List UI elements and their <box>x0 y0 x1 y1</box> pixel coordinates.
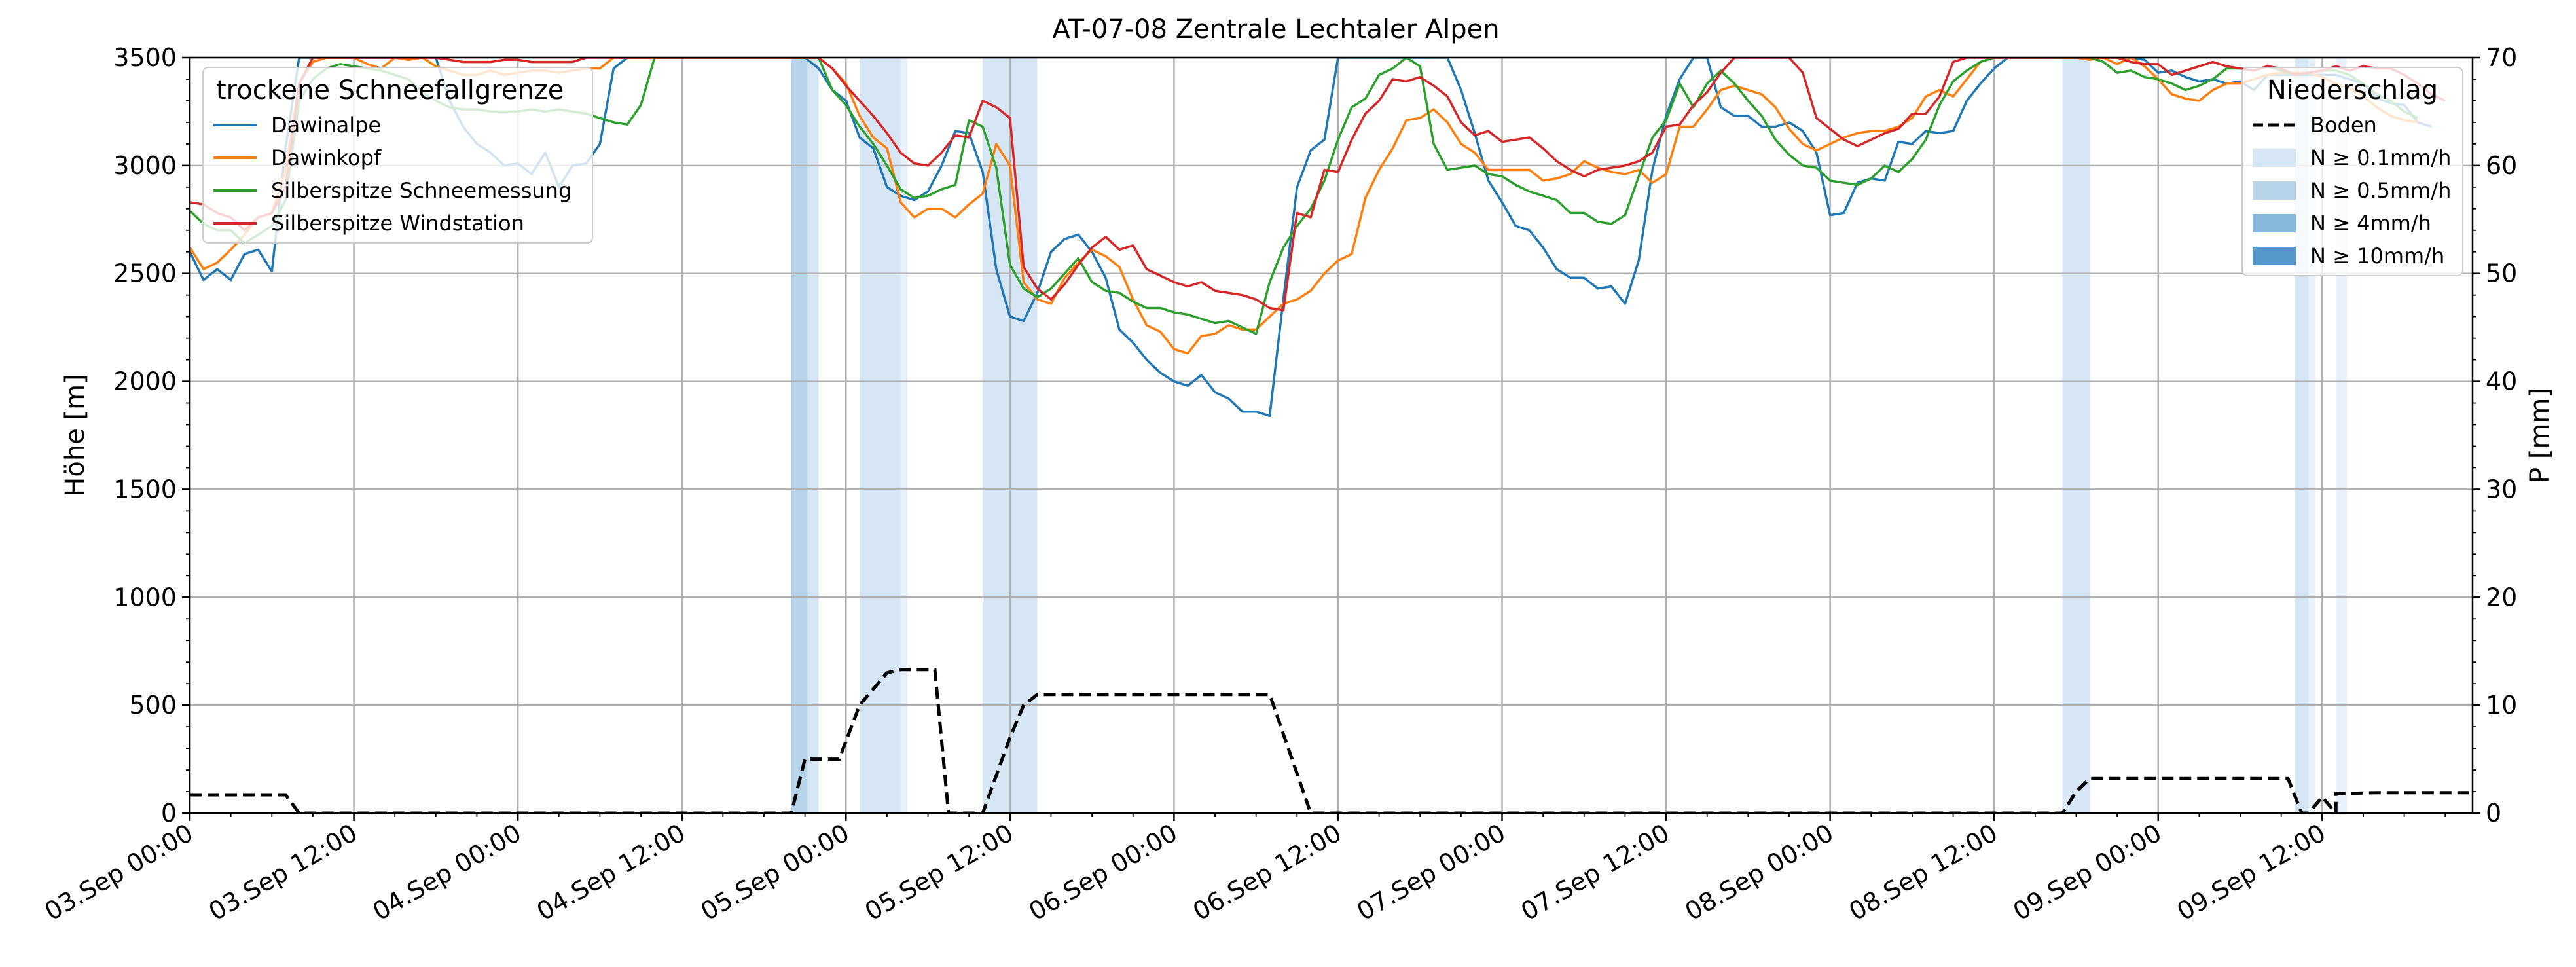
y-tick-label-left: 3000 <box>113 151 177 180</box>
y-tick-label-left: 2500 <box>113 259 177 288</box>
y-tick-label-right: 70 <box>2486 43 2517 72</box>
y-tick-label-right: 10 <box>2486 691 2517 720</box>
legend-label: Silberspitze Windstation <box>271 211 524 236</box>
chart-title: AT-07-08 Zentrale Lechtaler Alpen <box>1052 14 1499 45</box>
legend-swatch <box>2253 247 2296 265</box>
precip-band-5 <box>2062 58 2090 813</box>
x-tick-label: 08.Sep 12:00 <box>1844 818 2003 926</box>
legend-swatch <box>2253 181 2296 200</box>
x-tick-label: 09.Sep 00:00 <box>2008 818 2167 926</box>
legend-label: Dawinalpe <box>271 113 381 137</box>
precip-band-2 <box>860 58 901 813</box>
precip-band-1 <box>807 58 819 813</box>
x-tick-label: 08.Sep 00:00 <box>1680 818 1838 926</box>
y-tick-label-left: 2000 <box>113 367 177 396</box>
precip-band-0 <box>791 58 808 813</box>
y-axis-label-left: Höhe [m] <box>60 374 90 496</box>
y-tick-label-right: 30 <box>2486 475 2517 503</box>
legend-left-box <box>202 67 593 244</box>
x-tick-label: 09.Sep 12:00 <box>2172 818 2331 926</box>
y-tick-label-left: 1000 <box>113 583 177 611</box>
legend-label: N ≥ 10mm/h <box>2310 244 2444 268</box>
legend-right-title: Niederschlag <box>2267 75 2438 105</box>
legend-swatch <box>2253 149 2296 167</box>
y-axis-label-right: P [mm] <box>2525 388 2555 483</box>
legend-label: Dawinkopf <box>271 145 382 170</box>
series-line-boden <box>190 668 2473 813</box>
x-tick-label: 06.Sep 00:00 <box>1024 818 1182 926</box>
y-tick-label-left: 3500 <box>113 43 177 72</box>
legend-label: Silberspitze Schneemessung <box>271 178 571 203</box>
y-tick-label-right: 60 <box>2486 151 2517 180</box>
y-tick-label-right: 20 <box>2486 583 2517 611</box>
y-tick-label-right: 40 <box>2486 367 2517 396</box>
x-tick-label: 03.Sep 12:00 <box>204 818 362 926</box>
x-tick-label: 03.Sep 00:00 <box>40 818 198 926</box>
series-line-silberspitze-windstation <box>190 58 2446 312</box>
precip-band-3 <box>900 58 908 813</box>
legend-label: N ≥ 0.5mm/h <box>2310 178 2451 203</box>
y-tick-label-right: 50 <box>2486 259 2517 288</box>
precipitation-bands <box>791 58 2347 813</box>
x-tick-label: 04.Sep 12:00 <box>532 818 691 926</box>
y-tick-label-left: 0 <box>161 799 177 828</box>
x-tick-label: 04.Sep 00:00 <box>368 818 526 926</box>
legend-label: N ≥ 0.1mm/h <box>2310 145 2451 170</box>
precip-band-7 <box>2308 58 2315 813</box>
x-tick-label: 06.Sep 12:00 <box>1188 818 1347 926</box>
legend-label: N ≥ 4mm/h <box>2310 211 2431 236</box>
legend-precipitation: Niederschlag Boden N ≥ 0.1mm/h N ≥ 0.5mm/h N… <box>2241 67 2463 276</box>
ground-precipitation-series <box>190 668 2473 813</box>
y-tick-label-left: 500 <box>129 691 177 720</box>
legend-swatch <box>2253 214 2296 232</box>
x-tick-label: 05.Sep 00:00 <box>696 818 854 926</box>
legend-snowfall-limit: trockene Schneefallgrenze Dawinalpe Dawink… <box>202 67 593 244</box>
y-tick-label-right: 0 <box>2486 799 2501 828</box>
x-tick-label: 07.Sep 00:00 <box>1352 818 1510 926</box>
y-tick-label-left: 1500 <box>113 475 177 503</box>
legend-label: Boden <box>2310 113 2377 137</box>
x-tick-label: 07.Sep 12:00 <box>1516 818 1675 926</box>
legend-right-box <box>2241 67 2463 276</box>
plot-frame <box>189 56 2474 814</box>
x-tick-label: 05.Sep 12:00 <box>860 818 1019 926</box>
legend-left-title: trockene Schneefallgrenze <box>216 75 564 105</box>
